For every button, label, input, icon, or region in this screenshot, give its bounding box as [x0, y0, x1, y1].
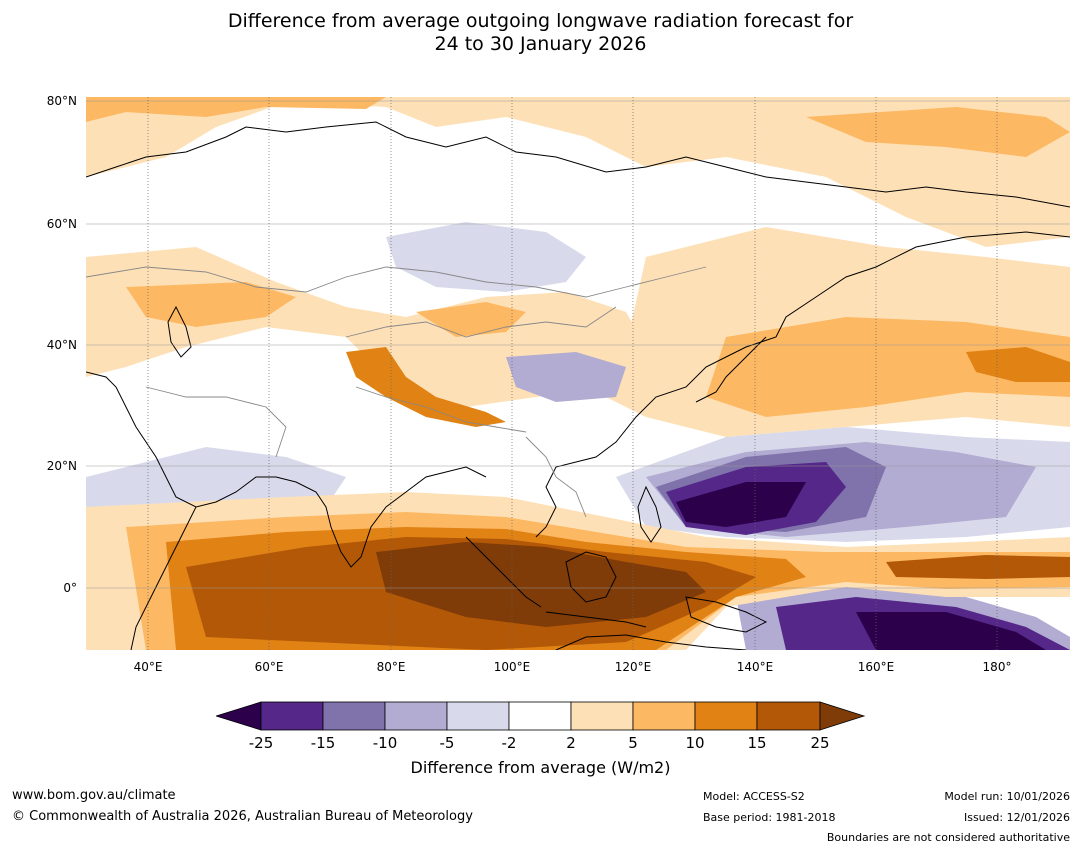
coast-new-guinea — [685, 596, 768, 633]
coast-japan — [695, 336, 767, 403]
colorbar-tick: 5 — [628, 734, 638, 752]
title-line-1: Difference from average outgoing longwav… — [227, 10, 854, 32]
field-sp-neg-core — [856, 612, 1046, 650]
boundary-china — [345, 306, 617, 338]
coastlines — [86, 121, 1070, 650]
coast-australia — [555, 634, 747, 650]
field-tibet-orange — [346, 347, 506, 427]
footer-disclaimer: Boundaries are not considered authoritat… — [826, 831, 1070, 844]
latitude-gridlines — [86, 100, 1070, 589]
lon-label-80e: 80°E — [376, 660, 406, 674]
footer-copyright: © Commonwealth of Australia 2026, Austra… — [12, 809, 473, 824]
longitude-gridlines — [147, 97, 998, 650]
lat-label-60n: 60°N — [46, 217, 77, 231]
lat-label-0: 0° — [63, 581, 77, 595]
footer-base-period: Base period: 1981-2018 — [703, 811, 836, 824]
field-siberia-negative — [386, 222, 586, 292]
colorbar-extend-high — [819, 701, 866, 731]
colorbar-tick: -10 — [372, 734, 398, 752]
lon-label-140e: 140°E — [736, 660, 774, 674]
field-eq-core — [376, 542, 706, 627]
field-arctic-orange — [86, 97, 386, 122]
colorbar-tick: 15 — [747, 734, 767, 752]
lon-label-180: 180° — [982, 660, 1012, 674]
coast-asia-pacific — [535, 231, 1070, 538]
boundary-himalaya — [355, 386, 527, 433]
country-boundaries — [86, 266, 707, 518]
coast-arabia-africa — [86, 371, 276, 508]
colorbar-bin-9 — [756, 701, 821, 731]
colorbar-bin-4 — [446, 701, 510, 731]
footer-model: Model: ACCESS-S2 — [703, 790, 805, 803]
colorbar-label: Difference from average (W/m2) — [410, 758, 671, 777]
field-arctic-orange-2 — [806, 107, 1070, 157]
colorbar-bin-6 — [570, 701, 634, 731]
olr-anomaly-map — [86, 97, 1070, 650]
colorbar-bin-7 — [632, 701, 696, 731]
footer-issued: Issued: 12/01/2026 — [963, 811, 1070, 824]
lat-label-20n: 20°N — [46, 459, 77, 473]
colorbar-tick: 2 — [566, 734, 576, 752]
colorbar-tick: -15 — [310, 734, 336, 752]
field-caspian-orange — [126, 282, 296, 327]
lat-label-40n: 40°N — [46, 338, 77, 352]
lon-label-60e: 60°E — [254, 660, 284, 674]
coast-europe-arctic — [86, 121, 1070, 208]
colorbar-bin-5 — [508, 701, 572, 731]
colorbar-bin-2 — [322, 701, 386, 731]
coast-east-africa — [130, 506, 197, 650]
colorbar-tick: -25 — [248, 734, 274, 752]
lon-label-40e: 40°E — [133, 660, 163, 674]
coast-philippines — [637, 485, 662, 543]
lon-label-100e: 100°E — [493, 660, 531, 674]
coast-java — [545, 611, 647, 628]
lon-label-120e: 120°E — [614, 660, 652, 674]
colorbar-bin-3 — [384, 701, 448, 731]
coast-sumatra — [465, 536, 542, 608]
colorbar-bin-1 — [260, 701, 324, 731]
field-pacific-dark — [966, 347, 1070, 382]
colorbar — [216, 701, 866, 731]
map-canvas — [86, 97, 1070, 650]
footer-url[interactable]: www.bom.gov.au/climate — [12, 788, 176, 803]
coast-caspian — [167, 305, 192, 358]
colorbar-extend-low — [216, 701, 262, 731]
colorbar-bin-8 — [694, 701, 758, 731]
footer-model-run: Model run: 10/01/2026 — [944, 790, 1070, 803]
boundary-se-asia — [525, 436, 587, 518]
colorbar-tick: 10 — [685, 734, 705, 752]
field-wp-neg-core — [676, 482, 806, 527]
field-pacific-orange — [706, 317, 1070, 417]
boundary-russia-south — [86, 266, 707, 298]
coast-borneo — [565, 551, 617, 603]
chart-title: Difference from average outgoing longwav… — [0, 10, 1081, 56]
lat-label-80n: 80°N — [46, 94, 77, 108]
lon-label-160e: 160°E — [857, 660, 895, 674]
colorbar-tick: -5 — [439, 734, 455, 752]
colorbar-tick: 25 — [810, 734, 830, 752]
coast-india — [275, 466, 487, 568]
field-china-negative — [506, 352, 626, 402]
field-cp-brown — [886, 555, 1070, 579]
colorbar-tick: -2 — [501, 734, 517, 752]
title-line-2: 24 to 30 January 2026 — [434, 33, 647, 55]
field-arctic-positive — [86, 97, 1070, 247]
boundary-middle-east — [145, 386, 287, 458]
